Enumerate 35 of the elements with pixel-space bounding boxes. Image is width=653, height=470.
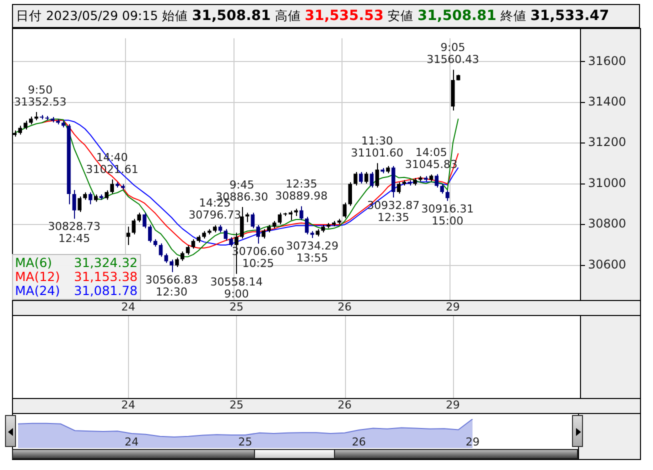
category-label: 29 bbox=[446, 398, 460, 412]
x-tick-label: 26 bbox=[338, 300, 352, 314]
text: MA(12) 31,153.38 bbox=[15, 269, 138, 284]
text: 高値 31,535.53 bbox=[274, 8, 384, 24]
x-tick-label: 25 bbox=[229, 300, 244, 314]
x-tick-label: 29 bbox=[466, 435, 480, 448]
annotation: 30734.29 13:55 bbox=[286, 239, 338, 264]
annotation: 30558.14 9:00 bbox=[210, 275, 263, 300]
text: MA(6) 31,324.32 bbox=[15, 255, 138, 270]
y-tick-label: 31600 bbox=[588, 54, 626, 68]
text: 安値 31,508.81 bbox=[386, 8, 496, 24]
x-tick-label: 29 bbox=[446, 300, 460, 314]
annotation: 11:30 31101.60 bbox=[350, 134, 404, 160]
y-tick-label: 31200 bbox=[588, 135, 626, 150]
annotation: 30828.73 12:45 bbox=[48, 220, 100, 246]
annotation: 30916.31 15:00 bbox=[421, 202, 474, 228]
annotation: 9:05 31560.43 bbox=[426, 41, 480, 66]
y-tick-label: 30600 bbox=[588, 257, 626, 272]
text: 始値 31,508.81 bbox=[160, 8, 271, 24]
text: MA(24) 31,081.78 bbox=[15, 283, 138, 298]
annotation: 12:35 30889.98 bbox=[275, 178, 328, 203]
category-label: 26 bbox=[338, 398, 352, 412]
x-tick-label: 24 bbox=[121, 300, 136, 314]
y-tick-label: 30800 bbox=[588, 216, 626, 231]
x-tick-label: 25 bbox=[238, 435, 252, 448]
x-tick-label: 24 bbox=[124, 435, 139, 448]
annotation: 30566.83 12:30 bbox=[145, 273, 198, 298]
chart-title: 日付 2023/05/29 09:15 bbox=[16, 8, 158, 23]
annotation: 9:50 31352.53 bbox=[14, 83, 66, 108]
x-tick-label: 26 bbox=[352, 435, 366, 448]
y-tick-label: 31000 bbox=[588, 176, 626, 190]
y-tick-label: 31400 bbox=[588, 94, 626, 108]
text: 終値 31,533.47 bbox=[499, 8, 610, 24]
category-label: 24 bbox=[121, 398, 136, 412]
category-label: 25 bbox=[229, 398, 244, 412]
